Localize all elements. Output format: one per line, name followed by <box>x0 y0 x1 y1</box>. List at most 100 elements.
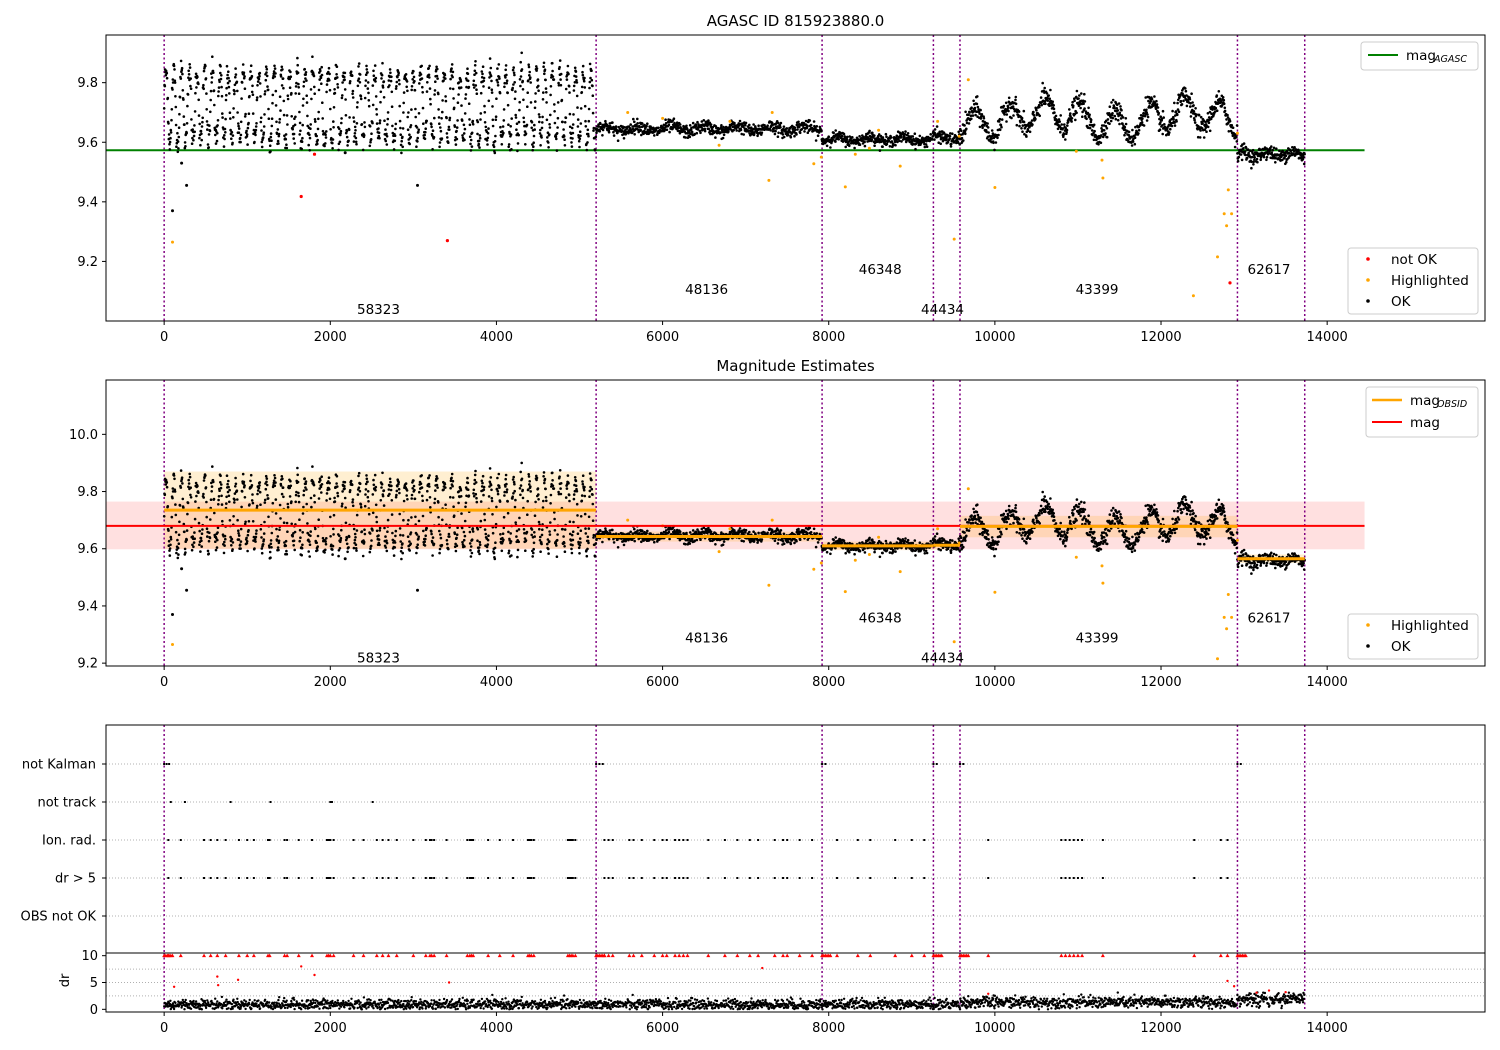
ok-point <box>1284 154 1288 157</box>
ok-point <box>381 494 385 498</box>
ok-point <box>175 145 178 148</box>
ok-point <box>184 145 187 148</box>
ok-point <box>457 490 461 493</box>
ok-point <box>1199 115 1203 119</box>
ok-point <box>1155 99 1158 103</box>
ok-point <box>484 125 488 129</box>
ok-point <box>350 74 354 77</box>
ok-point <box>220 74 223 77</box>
ok-point <box>371 84 375 87</box>
ok-point <box>227 70 230 73</box>
ok-point <box>939 142 942 145</box>
ok-point <box>913 132 917 135</box>
ok-point <box>451 75 454 79</box>
ok-point <box>478 146 481 149</box>
ok-point <box>220 494 223 498</box>
ok-point <box>352 116 355 119</box>
ok-point <box>629 530 632 534</box>
ok-point <box>559 83 563 87</box>
ok-point <box>449 87 452 90</box>
ok-point <box>579 515 583 518</box>
ok-point <box>511 495 514 499</box>
ok-point <box>296 56 299 60</box>
ok-point <box>507 551 511 555</box>
ok-point <box>702 119 706 122</box>
ok-point <box>1303 152 1306 156</box>
ok-point <box>227 479 230 483</box>
ok-point <box>523 531 526 535</box>
ok-point <box>527 475 531 478</box>
ok-point <box>808 119 812 122</box>
ok-point <box>612 130 615 134</box>
ok-point <box>308 543 312 546</box>
ok-point <box>217 86 221 89</box>
highlighted-point <box>171 240 174 244</box>
ok-point <box>1182 99 1185 103</box>
ok-point <box>572 89 576 92</box>
ok-point <box>354 547 358 550</box>
ok-point <box>1172 117 1175 121</box>
ok-point <box>483 111 487 114</box>
ok-point <box>747 129 750 132</box>
ok-point <box>171 209 174 213</box>
ok-point <box>502 538 505 542</box>
ok-point <box>703 129 707 133</box>
ok-point <box>332 527 335 531</box>
ok-point <box>306 522 309 525</box>
ok-point <box>663 128 667 132</box>
ok-point <box>476 120 480 124</box>
ok-point <box>413 79 416 83</box>
ok-point <box>247 112 251 115</box>
ok-point <box>435 74 439 78</box>
ok-point <box>415 126 419 129</box>
legend-label-sub: AGASC <box>1433 54 1467 65</box>
ok-point <box>534 100 537 103</box>
ok-point <box>194 91 197 95</box>
ok-point <box>562 535 565 538</box>
ok-point <box>518 100 521 104</box>
ok-point <box>456 101 460 104</box>
ok-point <box>381 86 385 89</box>
ok-point <box>434 489 437 492</box>
ok-point <box>285 521 289 525</box>
ok-point <box>319 76 323 80</box>
ok-point <box>1078 94 1081 97</box>
ok-point <box>694 124 698 128</box>
ok-point <box>197 114 201 117</box>
ok-point <box>285 143 288 146</box>
ok-point <box>975 102 979 106</box>
ok-point <box>164 483 168 486</box>
ok-point <box>525 123 529 127</box>
ok-point <box>343 151 347 155</box>
ok-point <box>570 533 574 537</box>
ok-point <box>475 88 478 91</box>
ok-point <box>1061 127 1064 130</box>
ok-point <box>254 535 258 539</box>
ok-point <box>507 530 510 534</box>
ok-point <box>556 126 559 129</box>
ok-point <box>351 89 355 93</box>
ok-point <box>198 529 201 533</box>
ok-point <box>351 504 355 508</box>
ok-point <box>354 140 358 144</box>
ok-point <box>524 143 527 146</box>
ok-point <box>355 549 358 552</box>
ok-point <box>1143 114 1147 118</box>
ok-point <box>617 125 620 129</box>
ok-point <box>225 502 228 505</box>
ok-point <box>302 80 306 84</box>
ok-point <box>343 71 347 75</box>
ok-point <box>292 132 296 136</box>
ok-point <box>301 123 305 127</box>
ok-point <box>498 91 502 95</box>
ok-point <box>402 499 406 503</box>
ok-point <box>192 138 195 142</box>
ok-point <box>1005 113 1009 116</box>
ok-point <box>261 136 265 139</box>
ok-point <box>168 140 172 144</box>
ok-point <box>331 553 334 556</box>
ok-point <box>845 138 849 141</box>
ok-point <box>519 75 523 78</box>
ok-point <box>269 135 273 139</box>
ok-point <box>332 533 335 536</box>
